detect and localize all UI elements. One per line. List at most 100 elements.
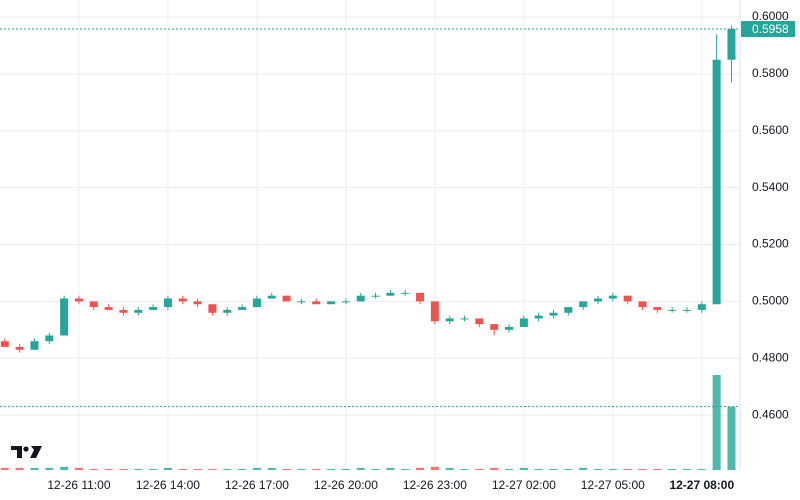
volume-bar: [134, 468, 143, 470]
candle: [386, 290, 395, 296]
candle-body: [30, 341, 39, 350]
volume-bar: [238, 468, 247, 470]
logo: [11, 446, 42, 458]
volume-bar: [223, 468, 232, 470]
candle: [727, 25, 736, 83]
volume-bar: [416, 467, 425, 470]
candle-body: [238, 307, 247, 310]
candle-body: [0, 341, 9, 347]
volume-bar: [0, 467, 9, 470]
candle-body: [267, 295, 276, 299]
candle-body: [534, 315, 543, 319]
candle: [594, 295, 602, 305]
x-tick-label: 12-27 05:00: [581, 478, 645, 492]
candle: [208, 304, 217, 316]
candle: [252, 295, 261, 308]
candle-body: [371, 295, 380, 297]
candle: [238, 304, 247, 310]
candle-body: [712, 59, 721, 305]
candle-body: [519, 318, 528, 327]
last-price-box: [741, 21, 795, 38]
volume-bar: [579, 467, 588, 470]
candle-body: [416, 292, 425, 302]
x-tick-label: 12-26 23:00: [403, 478, 467, 492]
volume-bar: [341, 468, 350, 470]
candle-body: [312, 301, 321, 305]
volume-bar: [371, 468, 380, 470]
volume-bar: [15, 467, 24, 470]
candle-body: [445, 318, 454, 322]
candle-body: [682, 309, 691, 311]
candle: [475, 318, 484, 327]
candle-body: [460, 318, 469, 320]
candle: [30, 338, 39, 350]
volume-bar: [594, 468, 602, 470]
candle-body: [430, 301, 439, 322]
candle: [267, 292, 276, 299]
volume-bar: [327, 468, 336, 470]
volume-bar: [460, 468, 469, 470]
candle: [223, 307, 232, 316]
candle: [490, 324, 499, 336]
volume-bar: [623, 468, 632, 470]
volume-bar: [74, 467, 83, 470]
volume-bar: [163, 467, 172, 470]
candle-body: [282, 295, 291, 302]
volume-bar: [608, 468, 617, 470]
candle-body: [386, 292, 395, 296]
candle-body: [178, 298, 187, 302]
volume-bar: [312, 468, 321, 470]
candle: [341, 298, 350, 305]
candle-body: [119, 309, 128, 313]
last-price-label: 0.5958: [752, 22, 789, 36]
x-tick-label: 12-26 17:00: [225, 478, 289, 492]
candle-body: [564, 307, 573, 313]
candle-body: [89, 301, 98, 308]
candle: [297, 298, 306, 305]
candle-body: [163, 298, 172, 308]
volume-bar: [252, 467, 261, 470]
candle-body: [193, 301, 202, 305]
volume-bar: [267, 467, 276, 470]
volume-bar: [356, 467, 365, 470]
x-tick-label: 12-26 11:00: [47, 478, 110, 492]
candle: [282, 295, 291, 302]
volume-bar: [505, 468, 514, 470]
y-tick-label: 0.6000: [752, 9, 789, 23]
volume-bar: [638, 468, 647, 470]
volume-bar: [401, 468, 410, 470]
volume-bar: [534, 468, 543, 470]
volume-bar: [564, 468, 573, 470]
candle-body: [74, 298, 83, 302]
candle: [371, 292, 380, 299]
candle: [416, 292, 425, 305]
candle: [178, 295, 187, 305]
candle: [0, 338, 9, 347]
volume-bar: [297, 468, 306, 470]
candle-body: [208, 304, 217, 313]
candle-body: [15, 346, 24, 350]
candle-body: [45, 335, 54, 342]
volume-bar: [490, 467, 499, 470]
candle-body: [297, 301, 306, 303]
candle-body: [668, 309, 677, 311]
candle: [45, 332, 54, 345]
y-tick-label: 0.5000: [752, 294, 789, 308]
candle: [74, 295, 83, 305]
candle: [623, 295, 632, 305]
candle-body: [356, 295, 365, 302]
volume-bar: [712, 375, 721, 470]
candle: [312, 298, 321, 305]
candle: [668, 307, 677, 313]
volume-bar: [682, 468, 691, 470]
candle-body: [475, 318, 484, 325]
candle-body: [638, 301, 647, 308]
volume-bar: [475, 468, 484, 470]
candle: [505, 324, 514, 333]
candle-body: [727, 29, 736, 60]
candle-body: [104, 307, 113, 310]
volume-bar: [653, 468, 662, 470]
candle: [356, 292, 365, 302]
